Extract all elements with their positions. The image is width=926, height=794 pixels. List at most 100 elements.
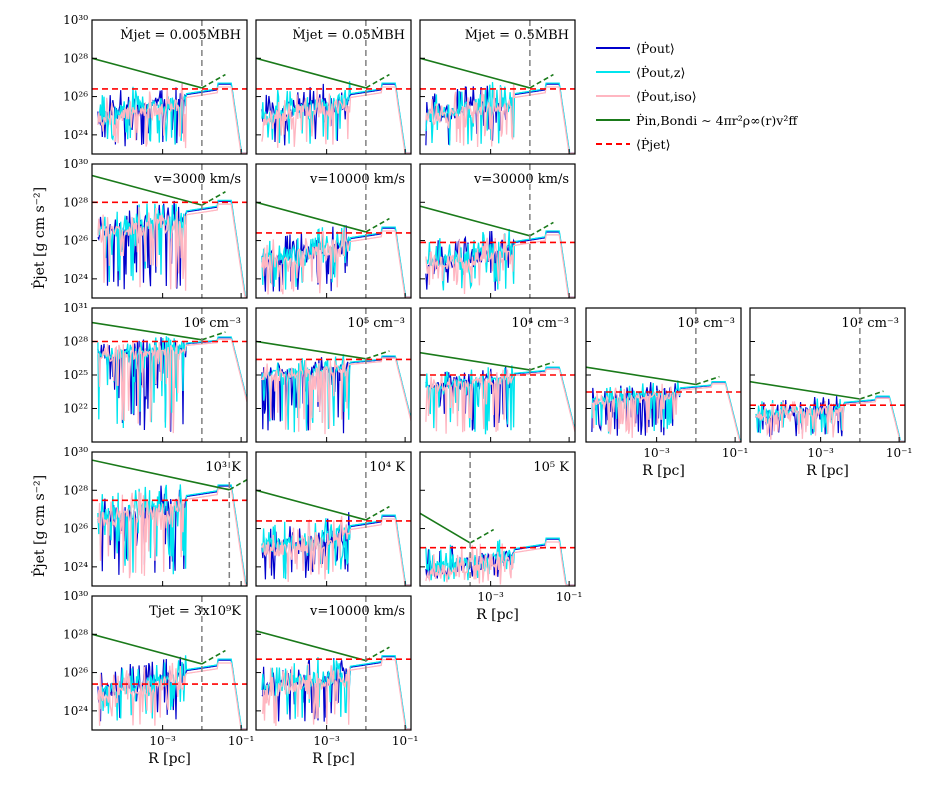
series-bondi-line xyxy=(92,174,203,206)
panel-frame xyxy=(255,595,412,731)
x-tick-label: 10⁻³ xyxy=(807,446,834,460)
series-iso-line xyxy=(97,83,247,154)
y-tick-label: 10³⁰ xyxy=(63,157,88,171)
series-bondi-extension xyxy=(859,390,884,400)
series-bondi-line xyxy=(750,380,860,400)
legend-label: ⟨Ṗout,iso⟩ xyxy=(636,89,697,104)
panel-2-0: 10⁶ cm⁻³ 10²² 10²⁵ 10²⁸ 10³¹ xyxy=(63,301,248,443)
series-outz-line xyxy=(261,655,411,730)
y-axis-label: Ṗjet [g cm s⁻²] xyxy=(30,475,48,577)
y-tick-label: 10²⁴ xyxy=(63,704,88,718)
series-iso-line xyxy=(261,516,411,586)
series-iso-line xyxy=(425,82,575,154)
panel-annotation: 10⁵ K xyxy=(533,460,569,475)
series-bondi-extension xyxy=(365,350,390,360)
y-axis-label: Ṗjet [g cm s⁻²] xyxy=(30,187,48,289)
panel-frame xyxy=(255,451,412,587)
series-bondi-line xyxy=(256,340,366,360)
y-tick-label: 10²⁴ xyxy=(63,128,88,142)
series-bondi-line xyxy=(256,57,367,89)
x-tick-label: 10⁻¹ xyxy=(392,734,418,748)
legend-label: ⟨Ṗout,z⟩ xyxy=(636,65,685,80)
series-iso-line xyxy=(97,662,247,730)
x-tick-label: 10⁻³ xyxy=(149,734,176,748)
series-bondi-extension xyxy=(529,73,554,89)
series-iso-line xyxy=(97,203,247,298)
series-outz-line xyxy=(261,514,411,586)
series-outz-line xyxy=(97,484,247,586)
y-tick-label: 10²⁸ xyxy=(63,483,88,497)
y-tick-label: 10²⁴ xyxy=(63,272,88,286)
series-bondi-extension xyxy=(529,361,554,371)
panel-2-4: 10² cm⁻³ 10⁻³ 10⁻¹ R [pc] xyxy=(749,307,912,479)
panel-frame xyxy=(419,19,576,155)
y-tick-label: 10²⁸ xyxy=(63,335,88,349)
panel-0-2: Ṁjet = 0.5ṀBH xyxy=(419,19,576,155)
y-tick-label: 10³⁰ xyxy=(63,589,88,603)
series-bondi-extension xyxy=(529,221,554,237)
panel-4-0: Tjet = 3x10⁹K 10²⁴ 10²⁶ 10²⁸ 10³⁰ 10⁻³ 10⁻¹ R [… xyxy=(63,589,254,767)
panel-frame xyxy=(91,19,248,155)
series-outz-line xyxy=(97,655,247,730)
x-tick-label: 10⁻³ xyxy=(313,734,340,748)
panel-1-1: v=10000 km/s xyxy=(255,163,412,299)
panel-0-1: Ṁjet = 0.05ṀBH xyxy=(255,19,412,155)
series-bondi-line xyxy=(420,57,531,89)
series-iso-line xyxy=(425,541,575,586)
panel-3-0: 10³ K 10²⁴ 10²⁶ 10²⁸ 10³⁰ xyxy=(63,445,248,587)
panel-annotation: v=30000 km/s xyxy=(473,172,569,187)
series-iso-line xyxy=(425,233,575,298)
panel-annotation: 10⁵ cm⁻³ xyxy=(347,316,405,331)
y-tick-label: 10²⁴ xyxy=(63,560,88,574)
series-bondi-extension xyxy=(201,649,226,665)
panel-annotation: 10² cm⁻³ xyxy=(841,316,899,331)
series-bondi-extension xyxy=(695,375,720,386)
series-bondi-extension xyxy=(365,646,390,662)
series-bondi-line xyxy=(256,630,367,662)
y-tick-label: 10²⁶ xyxy=(63,522,88,536)
series-bondi-extension xyxy=(365,505,390,521)
panel-2-3: 10³ cm⁻³ 10⁻³ 10⁻¹ R [pc] xyxy=(585,307,748,479)
panel-annotation: Tjet = 3x10⁹K xyxy=(149,604,241,619)
y-tick-label: 10²⁶ xyxy=(63,666,88,680)
series-bondi-line xyxy=(420,205,531,237)
series-iso-line xyxy=(261,357,411,435)
panel-annotation: 10⁶ cm⁻³ xyxy=(183,316,241,331)
y-tick-label: 10²⁶ xyxy=(63,234,88,248)
panel-annotation: Ṁjet = 0.05ṀBH xyxy=(292,26,405,43)
panel-1-2: v=30000 km/s xyxy=(419,163,576,299)
panel-annotation: 10⁴ K xyxy=(369,460,405,475)
series-bondi-line xyxy=(92,57,203,89)
y-tick-label: 10²⁸ xyxy=(63,51,88,65)
series-bondi-line xyxy=(256,201,367,233)
series-iso-line xyxy=(755,397,905,442)
x-tick-label: 10⁻³ xyxy=(477,590,504,604)
series-bondi-extension xyxy=(365,73,390,89)
legend: ⟨Ṗout⟩ ⟨Ṗout,z⟩ ⟨Ṗout,iso⟩ Ṗin,Bondi ∼ 4πr²… xyxy=(596,41,798,152)
panel-annotation: v=10000 km/s xyxy=(309,604,405,619)
y-tick-label: 10²⁵ xyxy=(63,368,88,382)
x-axis-label: R [pc] xyxy=(806,463,849,479)
panel-frame xyxy=(419,163,576,299)
series-bondi-extension xyxy=(228,478,247,491)
series-bondi-line xyxy=(92,633,203,665)
series-outz-line xyxy=(97,82,247,154)
panel-annotation: v=3000 km/s xyxy=(153,172,241,187)
panel-frame xyxy=(91,163,248,299)
series-outz-line xyxy=(591,380,741,442)
y-tick-label: 10³⁰ xyxy=(63,445,88,459)
y-tick-label: 10²⁸ xyxy=(63,195,88,209)
series-bondi-line xyxy=(256,489,367,521)
panel-annotation: v=10000 km/s xyxy=(309,172,405,187)
panel-3-2: 10⁵ K 10⁻³ 10⁻¹ R [pc] xyxy=(419,451,582,623)
panel-frame xyxy=(91,595,248,731)
series-bondi-line xyxy=(420,351,530,371)
panel-1-0: v=3000 km/s 10²⁴ 10²⁶ 10²⁸ 10³⁰ xyxy=(63,157,248,299)
x-tick-label: 10⁻¹ xyxy=(886,446,912,460)
series-bondi-extension xyxy=(469,528,495,544)
x-tick-label: 10⁻³ xyxy=(643,446,670,460)
series-bondi-extension xyxy=(365,217,390,233)
series-bondi-line xyxy=(92,459,230,491)
panel-3-1: 10⁴ K xyxy=(255,451,412,587)
series-bondi-line xyxy=(586,366,696,386)
